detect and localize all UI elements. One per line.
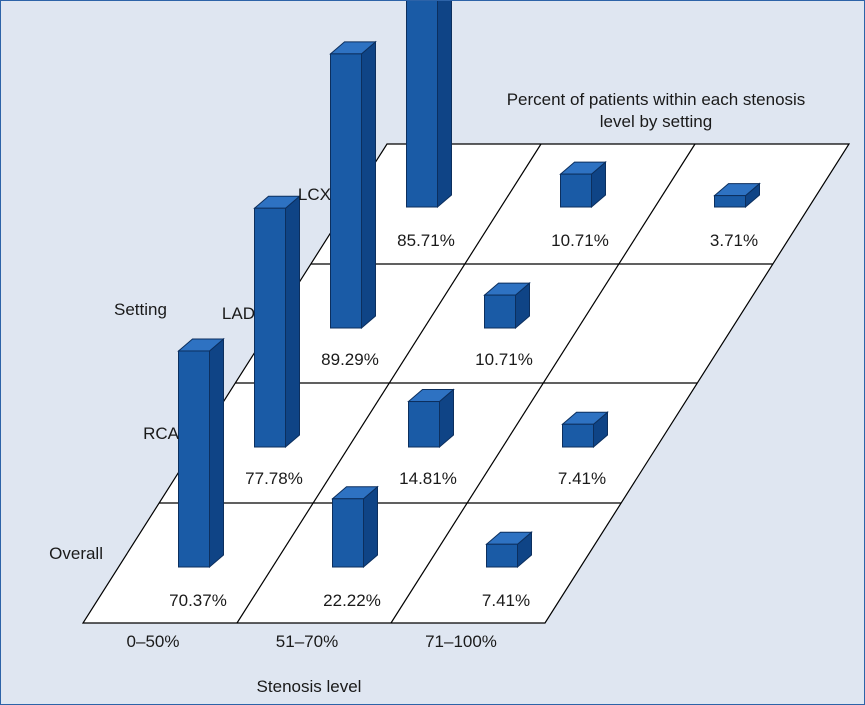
x-tick-label-2: 51–70% [276, 632, 338, 651]
bar-lcx-2 [559, 161, 607, 209]
bar-front [714, 195, 746, 208]
chart-floor [81, 143, 851, 624]
data-label-lcx-3: 3.71% [710, 231, 758, 250]
data-label-lcx-2: 10.71% [551, 231, 609, 250]
floor-column-line [390, 143, 696, 624]
floor-column-line [236, 143, 542, 624]
data-label-rca-1: 77.78% [245, 469, 303, 488]
bar-overall-3 [485, 531, 533, 569]
chart-text: Percent of patients within each stenosis… [49, 90, 805, 696]
row-label-lad: LAD [222, 304, 255, 323]
chart-bars [177, 1, 761, 569]
bar-overall-2 [331, 485, 379, 569]
x-axis-title: Stenosis level [257, 677, 362, 696]
bar-front [484, 294, 516, 329]
x-tick-label-1: 0–50% [127, 632, 180, 651]
bar-side [285, 195, 300, 449]
bar-rca-2 [407, 388, 455, 449]
data-label-lad-1: 89.29% [321, 350, 379, 369]
data-label-lcx-1: 85.71% [397, 231, 455, 250]
bar-lcx-1 [406, 1, 452, 209]
bar-lad-2 [483, 282, 531, 330]
bar-side [361, 40, 376, 330]
y-axis-title: Setting [114, 300, 167, 319]
bar-front [332, 498, 364, 568]
data-label-overall-3: 7.41% [482, 591, 530, 610]
bar-front [254, 207, 286, 448]
row-label-overall: Overall [49, 544, 103, 563]
data-label-lad-2: 10.71% [475, 350, 533, 369]
chart-title-line-2: level by setting [600, 112, 712, 131]
data-label-rca-2: 14.81% [399, 469, 457, 488]
bar-rca-1 [253, 195, 301, 449]
bar-front [178, 350, 210, 568]
bar-lcx-3 [713, 182, 761, 209]
row-label-lcx: LCX [298, 185, 331, 204]
x-tick-label-3: 71–100% [425, 632, 497, 651]
data-label-overall-1: 70.37% [169, 591, 227, 610]
data-label-overall-2: 22.22% [323, 591, 381, 610]
bar-lad-1 [329, 40, 377, 330]
bar-rca-3 [561, 411, 609, 449]
bar-side [363, 485, 378, 569]
bar-front [562, 423, 594, 448]
bar-front [406, 1, 438, 208]
bar-front [560, 173, 592, 208]
bar-front [486, 543, 518, 568]
bar-side [209, 337, 224, 569]
data-label-rca-3: 7.41% [558, 469, 606, 488]
bar-side [437, 1, 452, 209]
bar-front [330, 53, 362, 329]
chart-title-line-1: Percent of patients within each stenosis [507, 90, 806, 109]
row-label-rca: RCA [143, 424, 180, 443]
bar-overall-1 [177, 337, 225, 569]
bar-front [408, 401, 440, 448]
